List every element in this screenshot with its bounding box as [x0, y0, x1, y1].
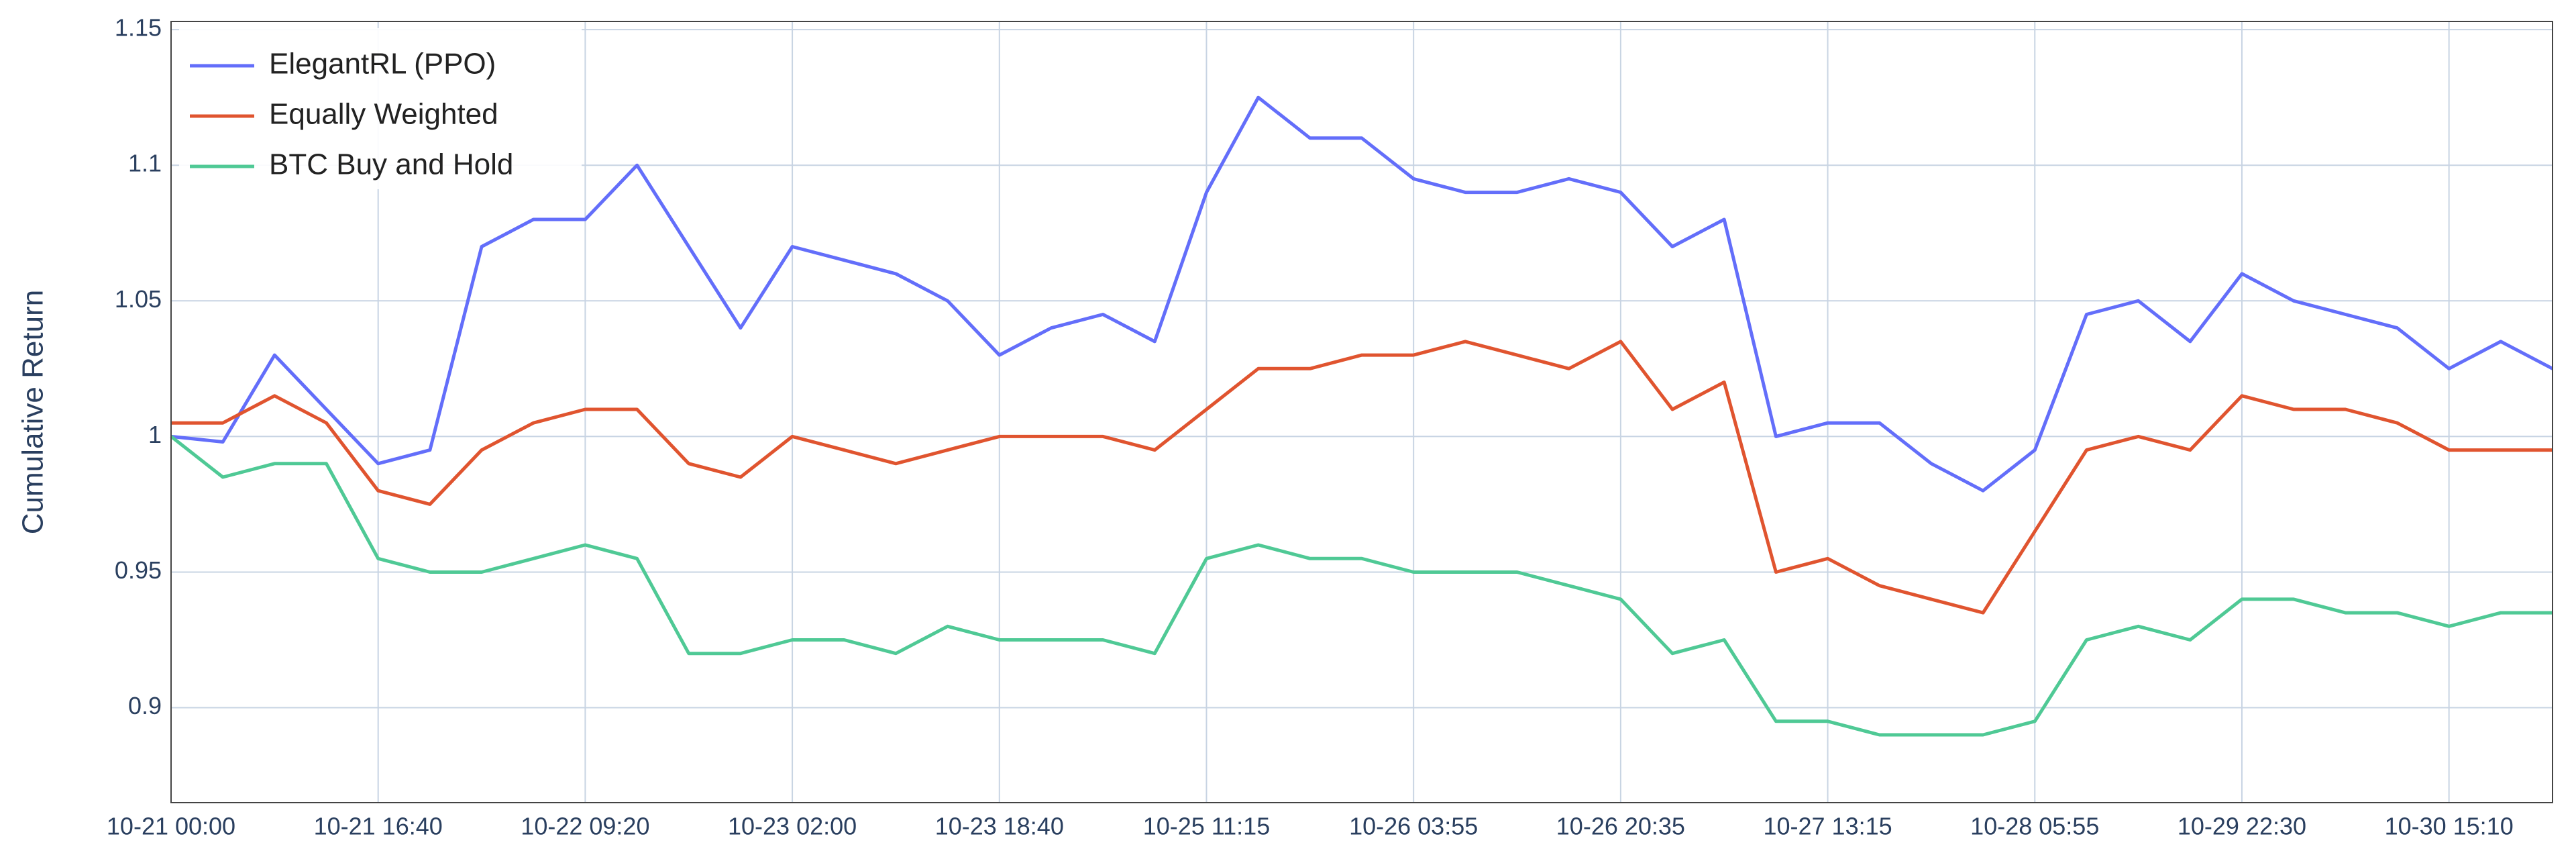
- legend-label: BTC Buy and Hold: [269, 148, 513, 181]
- legend-label: ElegantRL (PPO): [269, 48, 496, 81]
- series-line: [170, 95, 2554, 493]
- legend-label: Equally Weighted: [269, 98, 498, 131]
- y-tick-label: 1: [148, 421, 162, 448]
- x-tick-label: 10-22 09:20: [521, 813, 649, 840]
- x-tick-label: 10-23 18:40: [935, 813, 1064, 840]
- x-tick-label: 10-30 15:10: [2385, 813, 2514, 840]
- x-tick-label: 10-26 03:55: [1349, 813, 1478, 840]
- x-tick-label: 10-28 05:55: [1970, 813, 2099, 840]
- x-tick-label: 10-21 16:40: [314, 813, 443, 840]
- y-axis-label: Cumulative Return: [17, 290, 50, 534]
- series-line: [170, 435, 2553, 737]
- y-tick-label: 0.9: [128, 692, 162, 719]
- y-tick-label: 0.95: [115, 556, 162, 584]
- x-tick-label: 10-21 00:00: [107, 813, 235, 840]
- y-tick-label: 1.1: [128, 150, 162, 177]
- x-tick-label: 10-27 13:15: [1763, 813, 1892, 840]
- x-tick-label: 10-26 20:35: [1556, 813, 1685, 840]
- x-tick-label: 10-25 11:15: [1143, 813, 1271, 840]
- legend: ElegantRL (PPO) Equally Weighted BTC Buy a…: [179, 28, 582, 189]
- plot-frame: [170, 21, 2553, 803]
- y-tick-label: 1.15: [115, 14, 162, 42]
- series-line: [171, 340, 2553, 615]
- x-tick-label: 10-29 22:30: [2178, 813, 2306, 840]
- legend-box: [179, 28, 582, 189]
- x-tick-label: 10-23 02:00: [728, 813, 857, 840]
- y-tick-label: 1.05: [115, 285, 162, 313]
